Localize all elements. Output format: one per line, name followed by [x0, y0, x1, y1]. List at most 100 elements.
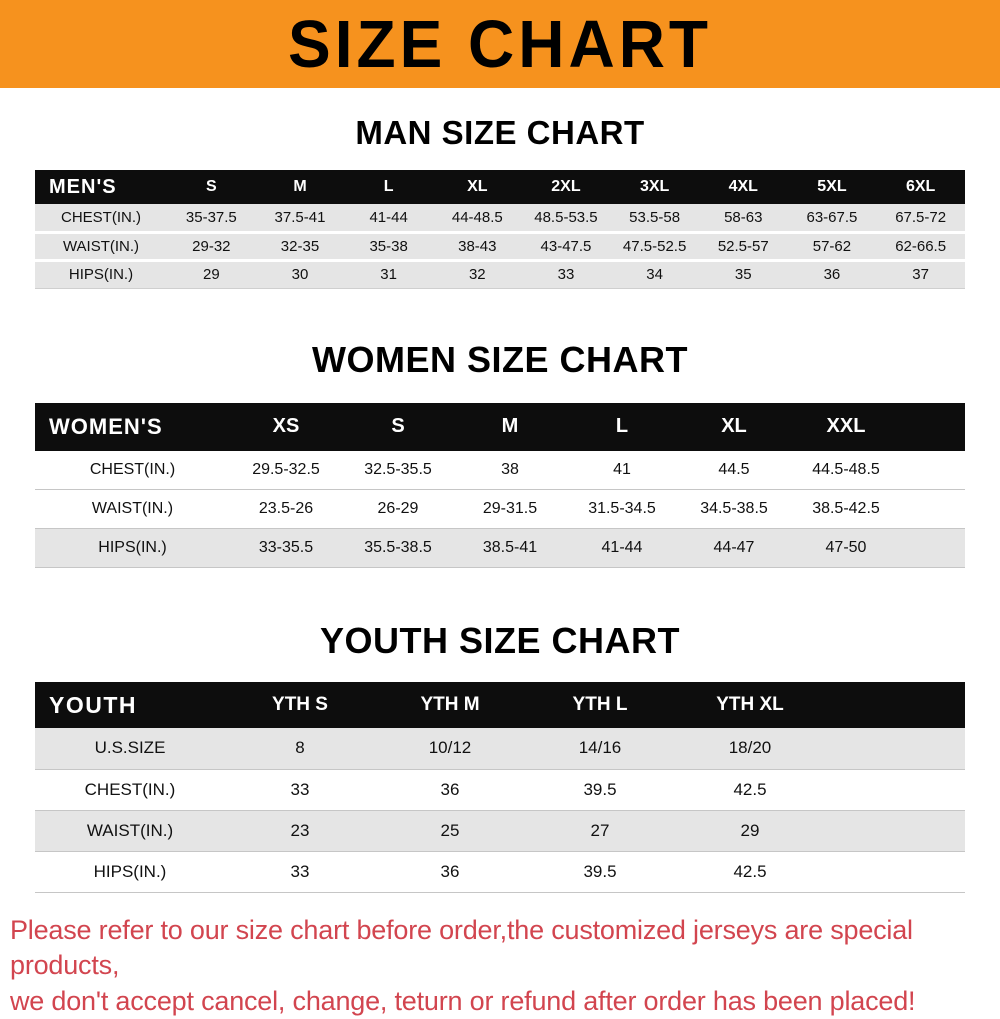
- filler-cell: [825, 810, 965, 851]
- filler-cell: [902, 451, 965, 490]
- row-label: CHEST(IN.): [35, 769, 225, 810]
- measurement-value: 33: [225, 851, 375, 892]
- measurement-value: 35.5-38.5: [342, 529, 454, 568]
- filler-cell: [825, 728, 965, 769]
- filler-cell: [902, 490, 965, 529]
- measurement-value: 44.5-48.5: [790, 451, 902, 490]
- size-column-header: XL: [678, 403, 790, 451]
- measurement-value: 29-31.5: [454, 490, 566, 529]
- size-column-header: XL: [433, 170, 522, 204]
- measurement-value: 62-66.5: [876, 232, 965, 260]
- youth-size-chart-heading: YOUTH SIZE CHART: [0, 620, 1000, 662]
- filler-cell: [825, 769, 965, 810]
- measurement-value: 63-67.5: [788, 204, 877, 232]
- page-title: SIZE CHART: [288, 10, 712, 77]
- measurement-value: 32-35: [256, 232, 345, 260]
- measurement-value: 29: [167, 260, 256, 288]
- measurement-value: 38: [454, 451, 566, 490]
- measurement-value: 31.5-34.5: [566, 490, 678, 529]
- size-column-header: S: [167, 170, 256, 204]
- measurement-value: 42.5: [675, 851, 825, 892]
- size-column-header: YTH M: [375, 682, 525, 728]
- banner: SIZE CHART: [0, 0, 1000, 88]
- measurement-value: 47-50: [790, 529, 902, 568]
- measurement-value: 35: [699, 260, 788, 288]
- table-label: MEN'S: [35, 170, 167, 204]
- measurement-value: 29-32: [167, 232, 256, 260]
- women-size-chart-heading: WOMEN SIZE CHART: [0, 339, 1000, 381]
- measurement-value: 41-44: [566, 529, 678, 568]
- size-column-header: XS: [230, 403, 342, 451]
- row-label: HIPS(IN.): [35, 260, 167, 288]
- filler-cell: [825, 851, 965, 892]
- disclaimer-line-1: Please refer to our size chart before or…: [10, 913, 1000, 984]
- size-column-header: YTH XL: [675, 682, 825, 728]
- measurement-value: 39.5: [525, 851, 675, 892]
- measurement-value: 35-38: [344, 232, 433, 260]
- measurement-value: 29.5-32.5: [230, 451, 342, 490]
- measurement-value: 44-47: [678, 529, 790, 568]
- size-column-header: 6XL: [876, 170, 965, 204]
- measurement-value: 44-48.5: [433, 204, 522, 232]
- order-disclaimer: Please refer to our size chart before or…: [10, 913, 1000, 1019]
- measurement-value: 25: [375, 810, 525, 851]
- measurement-value: 31: [344, 260, 433, 288]
- size-column-header: 5XL: [788, 170, 877, 204]
- measurement-value: 67.5-72: [876, 204, 965, 232]
- size-column-header: 2XL: [522, 170, 611, 204]
- row-label: CHEST(IN.): [35, 204, 167, 232]
- measurement-value: 38-43: [433, 232, 522, 260]
- measurement-value: 47.5-52.5: [610, 232, 699, 260]
- measurement-value: 36: [375, 851, 525, 892]
- measurement-value: 26-29: [342, 490, 454, 529]
- filler-cell: [825, 682, 965, 728]
- measurement-value: 41: [566, 451, 678, 490]
- measurement-value: 33-35.5: [230, 529, 342, 568]
- measurement-value: 41-44: [344, 204, 433, 232]
- measurement-value: 27: [525, 810, 675, 851]
- size-column-header: S: [342, 403, 454, 451]
- measurement-value: 39.5: [525, 769, 675, 810]
- size-column-header: 4XL: [699, 170, 788, 204]
- measurement-value: 32: [433, 260, 522, 288]
- measurement-value: 38.5-41: [454, 529, 566, 568]
- size-column-header: YTH L: [525, 682, 675, 728]
- row-label: WAIST(IN.): [35, 490, 230, 529]
- size-column-header: M: [454, 403, 566, 451]
- measurement-value: 33: [225, 769, 375, 810]
- measurement-value: 35-37.5: [167, 204, 256, 232]
- measurement-value: 14/16: [525, 728, 675, 769]
- measurement-value: 23: [225, 810, 375, 851]
- size-column-header: XXL: [790, 403, 902, 451]
- measurement-value: 10/12: [375, 728, 525, 769]
- measurement-value: 32.5-35.5: [342, 451, 454, 490]
- row-label: WAIST(IN.): [35, 232, 167, 260]
- measurement-value: 34: [610, 260, 699, 288]
- size-column-header: 3XL: [610, 170, 699, 204]
- disclaimer-line-2: we don't accept cancel, change, teturn o…: [10, 984, 1000, 1019]
- measurement-value: 53.5-58: [610, 204, 699, 232]
- measurement-value: 58-63: [699, 204, 788, 232]
- measurement-value: 30: [256, 260, 345, 288]
- measurement-value: 37: [876, 260, 965, 288]
- man-size-chart-heading: MAN SIZE CHART: [0, 114, 1000, 152]
- measurement-value: 52.5-57: [699, 232, 788, 260]
- measurement-value: 57-62: [788, 232, 877, 260]
- table-label: WOMEN'S: [35, 403, 230, 451]
